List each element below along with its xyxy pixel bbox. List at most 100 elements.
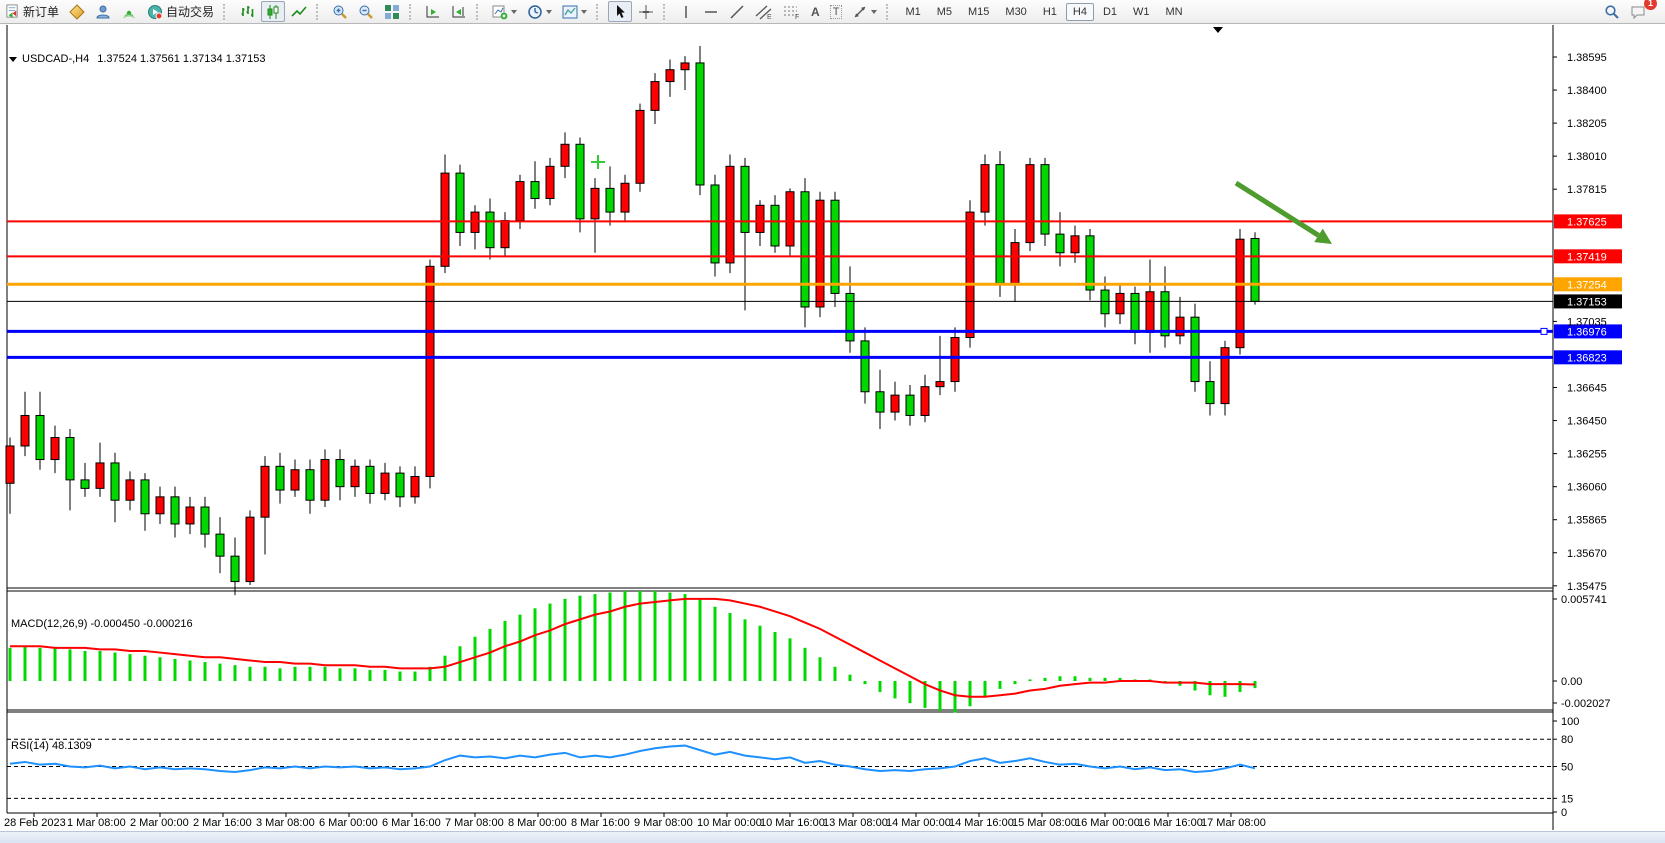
candle-body	[710, 184, 720, 264]
candle-body	[845, 292, 855, 342]
candle-body	[335, 459, 345, 488]
chat-bubble-icon	[1630, 4, 1647, 20]
macd-histogram-bar	[1223, 681, 1227, 697]
bar-chart-button[interactable]	[235, 1, 259, 22]
macd-histogram-bar	[68, 649, 72, 681]
candle-body	[935, 381, 945, 388]
candlestick-chart-button[interactable]	[261, 1, 286, 22]
trendline-tool[interactable]	[725, 1, 749, 22]
trend-down-arrow-head[interactable]	[1314, 228, 1332, 244]
zoom-out-button[interactable]	[354, 1, 378, 22]
candle-body	[110, 462, 120, 501]
timeframe-M1[interactable]: M1	[905, 5, 921, 18]
horizontal-line-tool[interactable]	[699, 1, 723, 22]
auto-scroll-icon	[425, 4, 441, 20]
candle-body	[680, 62, 690, 71]
candle-body	[365, 465, 375, 494]
macd-histogram-bar	[998, 681, 1002, 689]
auto-scroll-button[interactable]	[421, 1, 445, 22]
candle-body	[605, 187, 615, 213]
market-watch-button[interactable]	[65, 1, 89, 22]
macd-histogram-bar	[53, 647, 57, 681]
rsi-tick-label: 80	[1561, 734, 1573, 746]
timeframe-H4[interactable]: H4	[1065, 2, 1094, 21]
tile-windows-button[interactable]	[380, 1, 404, 22]
macd-histogram-bar	[773, 632, 777, 681]
candle-body	[125, 479, 135, 501]
timeframe-M5[interactable]: M5	[936, 5, 952, 18]
auto-trading-button[interactable]: 自动交易	[143, 1, 218, 22]
macd-histogram-bar	[698, 598, 702, 681]
indicators-button[interactable]	[488, 1, 521, 22]
text-label-tool[interactable]: T	[826, 1, 847, 22]
arrows-tool[interactable]	[848, 1, 881, 22]
macd-histogram-bar	[623, 590, 627, 681]
signals-button[interactable]	[117, 1, 141, 22]
candle-body	[965, 211, 975, 339]
line-chart-button[interactable]	[287, 1, 311, 22]
collapse-triangle-icon[interactable]	[9, 56, 17, 62]
time-label: 10 Mar 00:00	[697, 817, 762, 829]
macd-histogram-bar	[83, 650, 87, 681]
candle-body	[980, 164, 990, 213]
chart-shift-button[interactable]	[447, 1, 471, 22]
trend-down-arrow[interactable]	[1234, 180, 1320, 238]
new-order-button[interactable]: 新订单	[1, 1, 63, 22]
time-label: 14 Mar 00:00	[886, 817, 951, 829]
crosshair-icon	[638, 4, 654, 20]
line-handle[interactable]	[1540, 327, 1548, 335]
chart-shift-marker[interactable]	[1213, 27, 1223, 33]
price-tick-label: 1.37035	[1567, 316, 1607, 328]
fibonacci-tool[interactable]: F	[779, 1, 805, 22]
macd-histogram-bar	[143, 655, 147, 681]
macd-histogram-bar	[38, 647, 42, 681]
macd-histogram-bar	[8, 647, 12, 681]
macd-histogram-bar	[128, 654, 132, 681]
macd-histogram-bar	[1013, 681, 1017, 685]
timeframe-MN[interactable]: MN	[1165, 5, 1183, 18]
text-tool[interactable]: A	[807, 1, 824, 22]
equidistant-channel-tool[interactable]: E	[751, 1, 777, 22]
accounts-button[interactable]	[91, 1, 115, 22]
templates-button[interactable]	[558, 1, 591, 22]
macd-histogram-bar	[293, 666, 297, 681]
crosshair-tool-button[interactable]	[634, 1, 658, 22]
macd-histogram-bar	[728, 613, 732, 681]
equidistant-channel-icon: E	[755, 4, 773, 20]
rsi-tick-label: 0	[1561, 807, 1567, 819]
vertical-line-tool[interactable]	[675, 1, 697, 22]
candle-body	[1160, 291, 1170, 337]
timeframe-W1[interactable]: W1	[1133, 5, 1150, 18]
timeframe-M30[interactable]: M30	[1005, 5, 1027, 18]
templates-icon	[562, 4, 578, 20]
timeframe-M15[interactable]: M15	[968, 5, 990, 18]
timeframe-H1[interactable]: H1	[1042, 5, 1057, 18]
candle-body	[320, 459, 330, 501]
cursor-icon	[612, 4, 628, 20]
time-label: 2 Mar 16:00	[193, 817, 252, 829]
main-toolbar: 新订单 自动交易	[0, 0, 1665, 24]
timeframe-D1[interactable]: D1	[1102, 5, 1117, 18]
new-order-icon	[5, 4, 20, 19]
notifications-button[interactable]: 1	[1626, 0, 1657, 22]
caret-down-icon	[546, 9, 553, 14]
macd-histogram-bar	[458, 646, 462, 681]
candle-body	[1190, 316, 1200, 383]
chart-symbol-period: USDCAD-,H4	[22, 53, 90, 65]
periods-button[interactable]	[523, 1, 556, 22]
price-tick-label: 1.38205	[1567, 118, 1607, 130]
time-label: 1 Mar 08:00	[67, 817, 126, 829]
candle-body	[860, 340, 870, 393]
price-tick-label: 1.35865	[1567, 515, 1607, 527]
candle-body	[155, 496, 165, 515]
candle-body	[275, 465, 285, 491]
time-label: 7 Mar 08:00	[445, 817, 504, 829]
price-badge	[1554, 277, 1622, 292]
search-button[interactable]	[1600, 1, 1624, 22]
macd-histogram-bar	[1193, 681, 1197, 691]
zoom-in-button[interactable]	[328, 1, 352, 22]
notification-badge: 1	[1644, 0, 1657, 10]
candle-body	[140, 479, 150, 515]
cursor-tool-button[interactable]	[608, 1, 633, 22]
